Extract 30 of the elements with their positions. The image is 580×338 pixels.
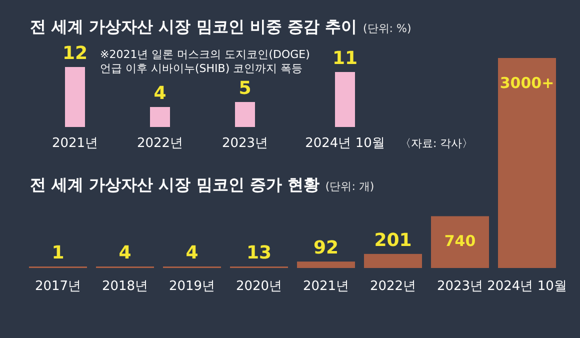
x-tick-label: 2023년 xyxy=(436,279,484,294)
text: (단위: 개) xyxy=(325,180,374,193)
data-label: 4 xyxy=(186,242,198,264)
x-tick-label: 2020년 xyxy=(236,279,282,294)
data-label: 740 xyxy=(444,232,476,250)
annotation: ※2021년 일론 머스크의 도지코인(DOGE) 언급 이후 시바이누(SHIB) 코인까지 폭등 xyxy=(100,48,311,76)
data-label: 11 xyxy=(332,48,358,69)
x-tick-label: 2022년 xyxy=(136,136,184,151)
data-label: 5 xyxy=(238,78,252,99)
text: 전 세계 가상자산 시장 밈코인 증가 현황 xyxy=(30,175,320,194)
x-tick-label: 2021년 xyxy=(302,279,350,294)
chart-title: 전 세계 가상자산 시장 밈코인 비중 증감 추이 xyxy=(30,17,357,36)
data-label: 4 xyxy=(154,83,166,104)
data-label: 4 xyxy=(118,242,132,264)
x-tick-label: 2024년 10월 xyxy=(305,136,385,151)
annotation: 〈자료: 각사〉 xyxy=(400,137,474,150)
chart-subtitle: (단위: %) xyxy=(363,22,412,35)
data-label: 3000+ xyxy=(500,74,554,92)
x-tick-label: 2019년 xyxy=(168,279,216,294)
data-label: 12 xyxy=(62,43,88,64)
x-tick-label: 2022년 xyxy=(370,279,416,294)
x-tick-label: 2023년 xyxy=(222,136,268,151)
data-label: 1 xyxy=(52,242,64,264)
x-tick-label: 2024년 10월 xyxy=(487,279,567,294)
data-label: 13 xyxy=(246,242,272,264)
data-label: 92 xyxy=(313,238,339,259)
data-label: 201 xyxy=(374,230,412,251)
x-tick-label: 2017년 xyxy=(34,279,82,294)
x-tick-label: 2021년 xyxy=(52,136,98,151)
x-tick-label: 2018년 xyxy=(102,279,148,294)
